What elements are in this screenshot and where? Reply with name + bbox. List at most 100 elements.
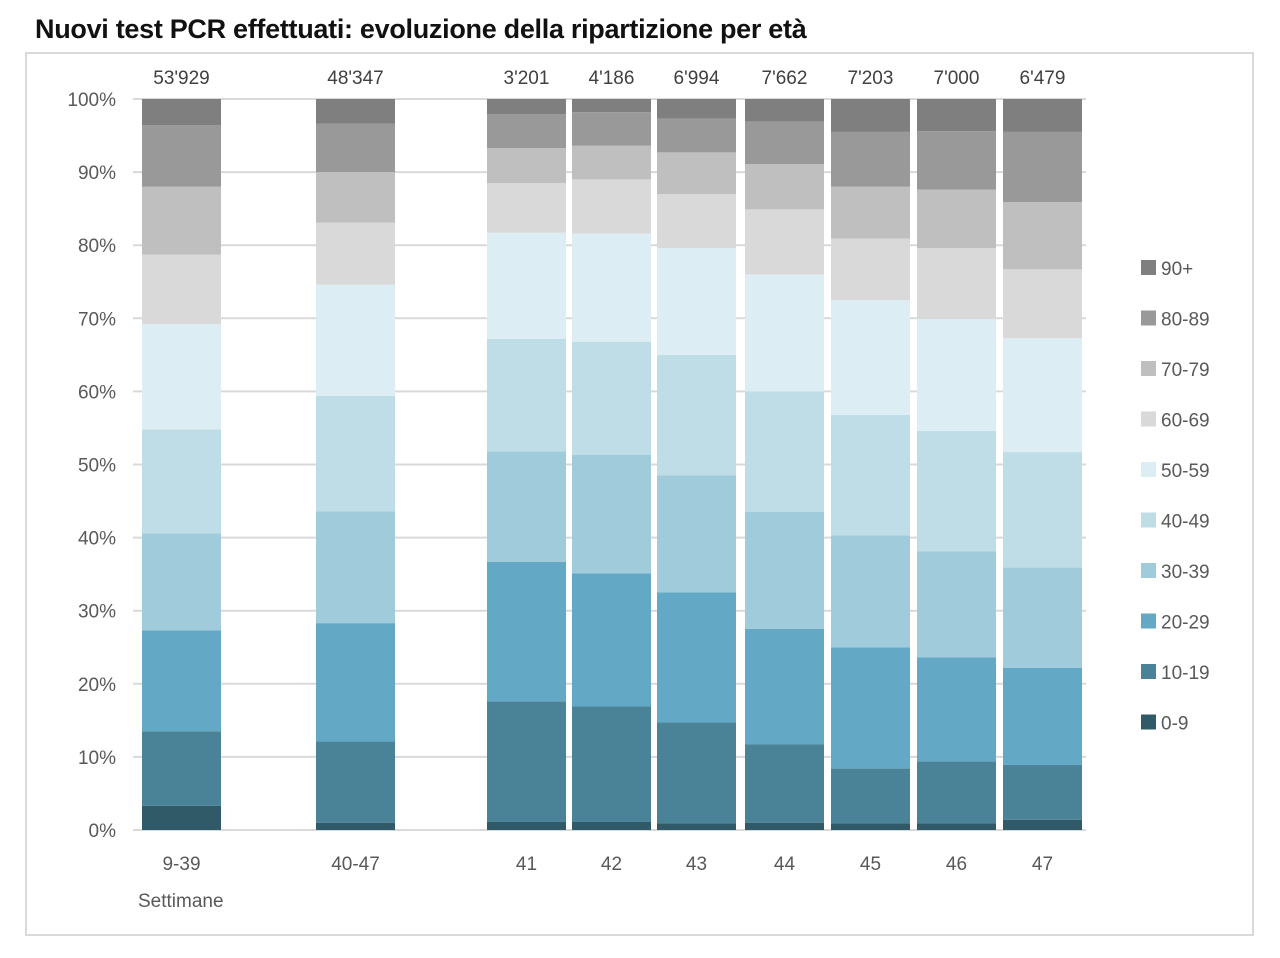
legend-swatch: [1141, 714, 1156, 730]
x-tick-label: 47: [1032, 854, 1053, 875]
bar-segment-40-49: [572, 341, 651, 455]
x-tick-label: 9-39: [162, 854, 200, 875]
bar-segment-50-59: [572, 233, 651, 342]
total-label: 7'000: [934, 68, 980, 89]
y-tick-label: 100%: [67, 90, 116, 111]
bar-stack: [745, 99, 824, 830]
bar-segment-20-29: [657, 592, 736, 723]
bar-segment-70-79: [316, 172, 395, 223]
bar-segment-80-89: [572, 112, 651, 146]
bar-segment-80-89: [745, 121, 824, 165]
bar-segment-30-39: [831, 535, 910, 648]
bar-stack: [142, 99, 221, 830]
legend-item: 20-29: [1141, 613, 1210, 634]
bar-segment-90+: [142, 99, 221, 126]
bar-segment-60-69: [745, 209, 824, 275]
bar-segment-50-59: [917, 319, 996, 431]
bar-segment-30-39: [572, 454, 651, 574]
legend-label: 80-89: [1161, 310, 1210, 331]
legend-label: 90+: [1161, 259, 1193, 280]
bar-segment-90+: [657, 99, 736, 119]
bar-segment-30-39: [1003, 567, 1082, 668]
y-tick-label: 40%: [78, 529, 116, 550]
legend-swatch: [1141, 462, 1156, 477]
legend-swatch: [1141, 260, 1156, 275]
bar-segment-40-49: [657, 354, 736, 476]
bar-segment-70-79: [1003, 202, 1082, 270]
bar-segment-50-59: [831, 300, 910, 415]
bar-segment-20-29: [745, 628, 824, 745]
bar-segment-80-89: [1003, 131, 1082, 203]
bar-segment-40-49: [487, 338, 566, 452]
x-axis: 9-39 40-47 41 42 43 44 45 46 47: [162, 854, 1053, 875]
x-tick-label: 46: [946, 854, 967, 875]
bar-segment-90+: [917, 99, 996, 132]
total-label: 6'994: [674, 68, 720, 89]
bar-segment-50-59: [745, 274, 824, 392]
bar-segment-80-89: [142, 125, 221, 187]
bar-segment-30-39: [745, 512, 824, 629]
legend: 90+ 80-89 70-79 60-69 50-59 40-49 30-39 20-29 10…: [1141, 259, 1210, 735]
bar-segment-50-59: [142, 324, 221, 430]
bar-segment-60-69: [917, 248, 996, 320]
total-label: 7'662: [762, 68, 808, 89]
chart-title: Nuovi test PCR effettuati: evoluzione de…: [35, 14, 807, 44]
bar-segment-20-29: [1003, 667, 1082, 765]
bar-segment-60-69: [831, 238, 910, 301]
bar-segment-60-69: [487, 183, 566, 233]
y-tick-label: 50%: [78, 456, 116, 477]
legend-swatch: [1141, 411, 1156, 427]
bar-segment-20-29: [316, 623, 395, 742]
bar-segment-30-39: [487, 451, 566, 562]
total-label: 3'201: [504, 68, 550, 89]
x-tick-label: 43: [686, 854, 707, 875]
bar-segment-60-69: [572, 179, 651, 234]
bar-segment-10-19: [831, 768, 910, 824]
legend-item: 70-79: [1141, 360, 1210, 381]
bar-segment-40-49: [831, 414, 910, 536]
bar-segment-80-89: [831, 131, 910, 187]
bar-segment-80-89: [316, 123, 395, 173]
bar-segment-50-59: [657, 248, 736, 355]
bar-segment-40-49: [316, 395, 395, 512]
bar-segment-70-79: [572, 145, 651, 180]
y-axis: 0% 10% 20% 30% 40% 50% 60% 70% 80% 90% 100%: [67, 90, 116, 842]
bar-segment-20-29: [572, 573, 651, 707]
bar-segment-80-89: [917, 131, 996, 190]
x-tick-label: 45: [860, 854, 881, 875]
bar-segment-60-69: [142, 254, 221, 325]
bar-segment-30-39: [657, 475, 736, 593]
bar-segment-0-9: [572, 821, 651, 830]
bar-segment-70-79: [831, 186, 910, 239]
legend-label: 10-19: [1161, 663, 1210, 684]
legend-item: 10-19: [1141, 663, 1210, 684]
bar-segment-0-9: [745, 822, 824, 830]
bar-stack: [831, 99, 910, 830]
bar-segment-0-9: [657, 823, 736, 830]
legend-item: 90+: [1141, 259, 1193, 280]
total-labels: 53'929 48'347 3'201 4'186 6'994 7'662 7'203 7'0…: [153, 68, 1065, 89]
bar-segment-20-29: [487, 561, 566, 702]
legend-swatch: [1141, 512, 1156, 528]
legend-item: 60-69: [1141, 411, 1210, 432]
legend-item: 0-9: [1141, 714, 1188, 735]
bar-segment-10-19: [142, 731, 221, 806]
legend-label: 30-39: [1161, 562, 1210, 583]
total-label: 53'929: [153, 68, 209, 89]
legend-label: 20-29: [1161, 613, 1210, 634]
bar-segment-70-79: [657, 152, 736, 195]
bar-segment-90+: [745, 99, 824, 122]
bar-segment-90+: [831, 99, 910, 132]
legend-label: 40-49: [1161, 512, 1210, 533]
legend-swatch: [1141, 613, 1156, 629]
bar-segment-40-49: [745, 391, 824, 513]
bar-segment-50-59: [1003, 338, 1082, 453]
y-tick-label: 30%: [78, 602, 116, 623]
bar-stack: [316, 99, 395, 830]
bar-stack: [487, 99, 566, 830]
bar-segment-30-39: [917, 551, 996, 658]
legend-swatch: [1141, 664, 1156, 679]
x-tick-label: 44: [774, 854, 796, 875]
bar-stack: [572, 99, 651, 830]
bar-segment-80-89: [487, 114, 566, 148]
